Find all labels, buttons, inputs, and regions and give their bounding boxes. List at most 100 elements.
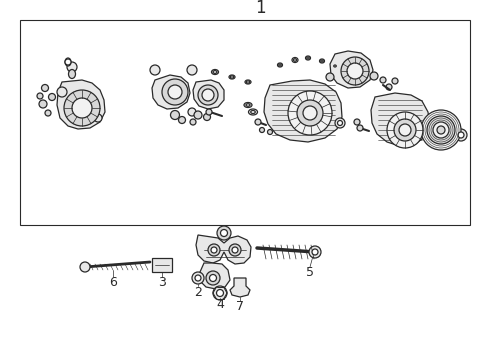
Circle shape — [64, 90, 100, 126]
Text: 5: 5 — [306, 266, 314, 279]
Ellipse shape — [65, 58, 71, 66]
Circle shape — [427, 116, 455, 144]
Circle shape — [458, 132, 464, 138]
Text: 3: 3 — [158, 276, 166, 289]
Polygon shape — [330, 51, 373, 88]
Circle shape — [37, 93, 43, 99]
Circle shape — [297, 100, 323, 126]
Ellipse shape — [230, 76, 234, 78]
Circle shape — [195, 275, 201, 281]
Circle shape — [65, 59, 71, 65]
Circle shape — [303, 106, 317, 120]
Polygon shape — [196, 235, 251, 264]
Circle shape — [386, 84, 392, 90]
Circle shape — [45, 110, 51, 116]
Circle shape — [203, 113, 211, 121]
Circle shape — [312, 249, 318, 255]
Ellipse shape — [319, 59, 324, 63]
Circle shape — [198, 85, 218, 105]
Circle shape — [338, 121, 343, 126]
Text: 2: 2 — [194, 285, 202, 298]
Polygon shape — [230, 278, 250, 297]
Circle shape — [394, 119, 416, 141]
Circle shape — [168, 85, 182, 99]
Ellipse shape — [334, 65, 336, 67]
Circle shape — [49, 94, 55, 100]
Ellipse shape — [305, 56, 311, 60]
Circle shape — [57, 87, 67, 97]
Bar — [152, 258, 172, 272]
Circle shape — [326, 73, 334, 81]
Bar — [20, 20, 470, 225]
Ellipse shape — [245, 80, 251, 84]
Circle shape — [309, 246, 321, 258]
Ellipse shape — [277, 63, 283, 67]
Text: 8: 8 — [430, 135, 439, 149]
Ellipse shape — [333, 64, 338, 68]
Circle shape — [255, 119, 261, 125]
Ellipse shape — [212, 69, 219, 75]
Circle shape — [178, 117, 186, 123]
Polygon shape — [200, 263, 230, 289]
Circle shape — [354, 119, 360, 125]
Ellipse shape — [279, 64, 281, 66]
Circle shape — [370, 72, 378, 80]
Circle shape — [229, 244, 241, 256]
Text: 6: 6 — [109, 276, 117, 289]
Ellipse shape — [292, 58, 298, 63]
Ellipse shape — [244, 103, 252, 108]
Text: 4: 4 — [216, 297, 224, 310]
Ellipse shape — [307, 57, 309, 59]
Circle shape — [211, 247, 217, 253]
Circle shape — [288, 91, 332, 135]
Circle shape — [67, 62, 77, 72]
Circle shape — [357, 125, 363, 131]
Circle shape — [150, 65, 160, 75]
Circle shape — [213, 286, 227, 300]
Ellipse shape — [246, 104, 250, 106]
Circle shape — [347, 63, 363, 79]
Circle shape — [72, 98, 92, 118]
Ellipse shape — [246, 81, 249, 83]
Circle shape — [335, 118, 345, 128]
Circle shape — [437, 126, 445, 134]
Circle shape — [171, 111, 179, 120]
Circle shape — [194, 111, 202, 119]
Circle shape — [268, 130, 272, 135]
Ellipse shape — [294, 59, 296, 61]
Circle shape — [162, 79, 188, 105]
Ellipse shape — [69, 69, 75, 78]
Polygon shape — [264, 80, 342, 142]
Circle shape — [206, 271, 220, 285]
Circle shape — [210, 274, 217, 282]
Circle shape — [217, 289, 223, 297]
Circle shape — [94, 114, 102, 122]
Circle shape — [192, 272, 204, 284]
Circle shape — [208, 244, 220, 256]
Circle shape — [421, 110, 461, 150]
Ellipse shape — [229, 75, 235, 79]
Ellipse shape — [213, 71, 217, 73]
Circle shape — [202, 89, 214, 101]
Circle shape — [399, 124, 411, 136]
Ellipse shape — [251, 111, 255, 113]
Ellipse shape — [321, 60, 323, 62]
Polygon shape — [193, 80, 224, 109]
Circle shape — [260, 127, 265, 132]
Ellipse shape — [248, 109, 258, 115]
Circle shape — [188, 108, 196, 116]
Circle shape — [455, 129, 467, 141]
Circle shape — [232, 247, 238, 253]
Circle shape — [187, 65, 197, 75]
Circle shape — [220, 230, 227, 237]
Circle shape — [392, 78, 398, 84]
Circle shape — [433, 122, 449, 138]
Text: 1: 1 — [255, 0, 265, 17]
Circle shape — [217, 226, 231, 240]
Circle shape — [190, 119, 196, 125]
Circle shape — [341, 57, 369, 85]
Circle shape — [380, 77, 386, 83]
Polygon shape — [152, 75, 190, 109]
Text: 7: 7 — [236, 301, 244, 314]
Circle shape — [387, 112, 423, 148]
